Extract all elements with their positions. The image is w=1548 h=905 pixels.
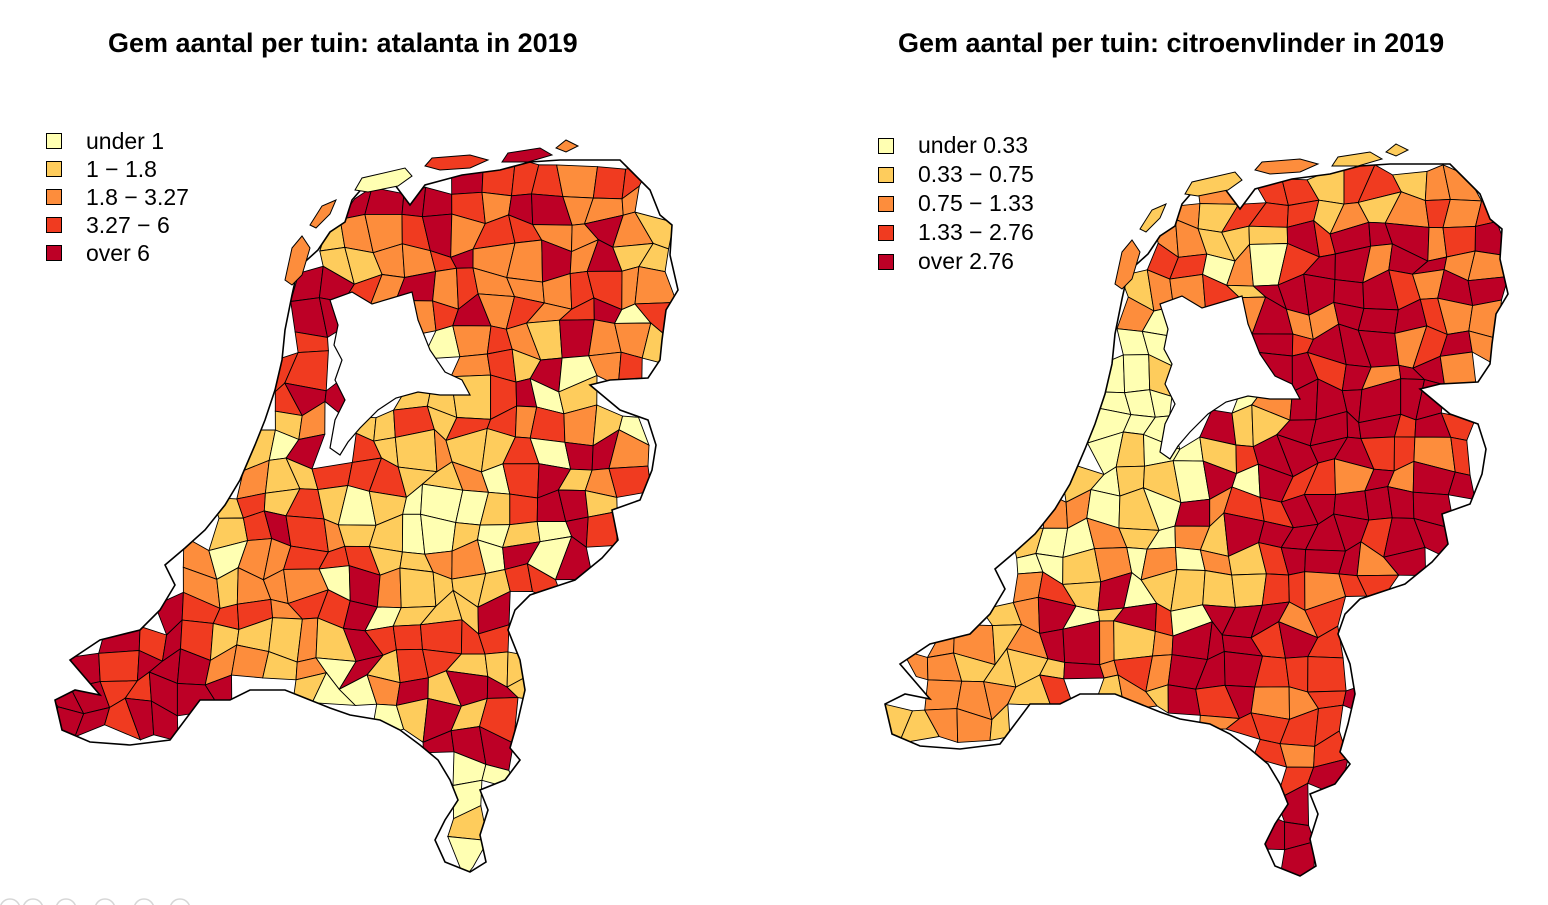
ijsselmeer (1159, 295, 1301, 460)
choropleth-map-citroenvlinder (884, 143, 1509, 877)
wadden-island (424, 154, 490, 171)
municipality (1279, 743, 1316, 768)
legend-swatch (46, 189, 62, 205)
map-panel-citroenvlinder: Gem aantal per tuin: citroenvlinder in 2… (774, 0, 1548, 905)
legend-item: 1.8 − 3.27 (46, 183, 189, 211)
municipality (419, 619, 463, 655)
municipality (452, 325, 492, 358)
legend-item: 3.27 − 6 (46, 211, 189, 239)
municipality (395, 697, 429, 744)
legend-label: over 6 (86, 239, 150, 266)
municipality (509, 493, 539, 526)
municipality (1062, 620, 1101, 666)
legend-item: under 1 (46, 127, 189, 155)
municipality (1248, 173, 1289, 207)
wadden-island (1184, 171, 1243, 197)
municipality (1467, 250, 1508, 282)
legend-swatch (46, 245, 62, 261)
legend-label: 1.33 − 2.76 (918, 219, 1034, 245)
municipality (1467, 275, 1508, 307)
legend-label: 0.75 − 1.33 (918, 190, 1034, 216)
legend-item: 1.33 − 2.76 (878, 218, 1034, 247)
map-title: Gem aantal per tuin: citroenvlinder in 2… (898, 28, 1445, 58)
country-border (54, 159, 679, 873)
legend-swatch (878, 137, 894, 154)
wadden-island (1139, 203, 1167, 233)
wadden-island (354, 167, 413, 193)
wadden-island (1254, 158, 1320, 175)
legend-item: under 0.33 (878, 131, 1034, 160)
municipality (447, 835, 489, 872)
wadden-island (1385, 143, 1410, 157)
municipality (1474, 221, 1508, 257)
legend-item: 0.33 − 0.75 (878, 160, 1034, 189)
legend-label: 3.27 − 6 (86, 211, 170, 238)
wadden-island (284, 235, 311, 286)
legend-swatch (878, 253, 894, 270)
municipality (1387, 486, 1415, 519)
wadden-island (555, 139, 580, 153)
map-title: Gem aantal per tuin: atalanta in 2019 (108, 28, 578, 58)
municipality (1248, 814, 1286, 851)
legend: under 1 1 − 1.8 1.8 − 3.27 3.27 − 6 over… (46, 127, 189, 267)
municipality (556, 164, 599, 199)
country-border (884, 163, 1509, 877)
legend-item: 0.75 − 1.33 (878, 189, 1034, 218)
municipality (481, 160, 517, 197)
municipality (399, 567, 437, 609)
legend-label: over 2.76 (918, 248, 1014, 274)
municipality (401, 186, 427, 218)
municipality (592, 166, 627, 200)
municipality (1357, 307, 1399, 334)
municipality (394, 428, 438, 473)
legend-label: under 0.33 (918, 132, 1028, 158)
wadden-island (1331, 151, 1384, 167)
municipality (98, 650, 140, 683)
legend-label: 1 − 1.8 (86, 155, 157, 182)
municipality (421, 186, 453, 218)
municipality (1151, 630, 1174, 657)
municipality (450, 353, 492, 378)
municipality (634, 266, 678, 305)
municipality (1099, 620, 1115, 666)
municipality (392, 624, 423, 651)
municipality (1248, 225, 1289, 245)
carousel-indicator (0, 898, 190, 905)
municipality (1279, 841, 1315, 876)
municipality (1231, 573, 1267, 608)
wadden-island (309, 199, 337, 229)
wadden-island (1114, 239, 1141, 290)
municipality (1042, 491, 1069, 529)
ijsselmeer (329, 291, 471, 456)
municipality (529, 406, 566, 443)
legend-swatch (46, 217, 62, 233)
municipality (924, 679, 963, 711)
choropleth-map-atalanta (54, 139, 679, 873)
municipality (1261, 573, 1290, 606)
legend: under 0.33 0.33 − 0.75 0.75 − 1.33 1.33 … (878, 131, 1034, 276)
map-panel-atalanta: Gem aantal per tuin: atalanta in 2019 un… (46, 28, 679, 873)
legend-item: 1 − 1.8 (46, 155, 189, 183)
legend-swatch (46, 161, 62, 177)
municipality (617, 351, 643, 391)
municipality (1063, 661, 1105, 680)
legend-label: under 1 (86, 127, 165, 154)
legend-swatch (878, 224, 894, 241)
wadden-island (501, 147, 554, 163)
legend-swatch (46, 133, 62, 149)
legend-swatch (878, 195, 894, 212)
municipality (1202, 569, 1236, 608)
municipality (1122, 354, 1151, 394)
municipalities (885, 164, 1508, 876)
legend-label: 1.8 − 3.27 (86, 183, 189, 210)
municipality (1304, 549, 1347, 575)
legend-item: over 2.76 (878, 247, 1034, 276)
legend-item: over 6 (46, 239, 189, 267)
legend-label: 0.33 − 0.75 (918, 161, 1034, 187)
legend-swatch (878, 166, 894, 183)
municipality (1307, 656, 1347, 693)
municipality (373, 409, 396, 442)
municipality (608, 465, 652, 498)
